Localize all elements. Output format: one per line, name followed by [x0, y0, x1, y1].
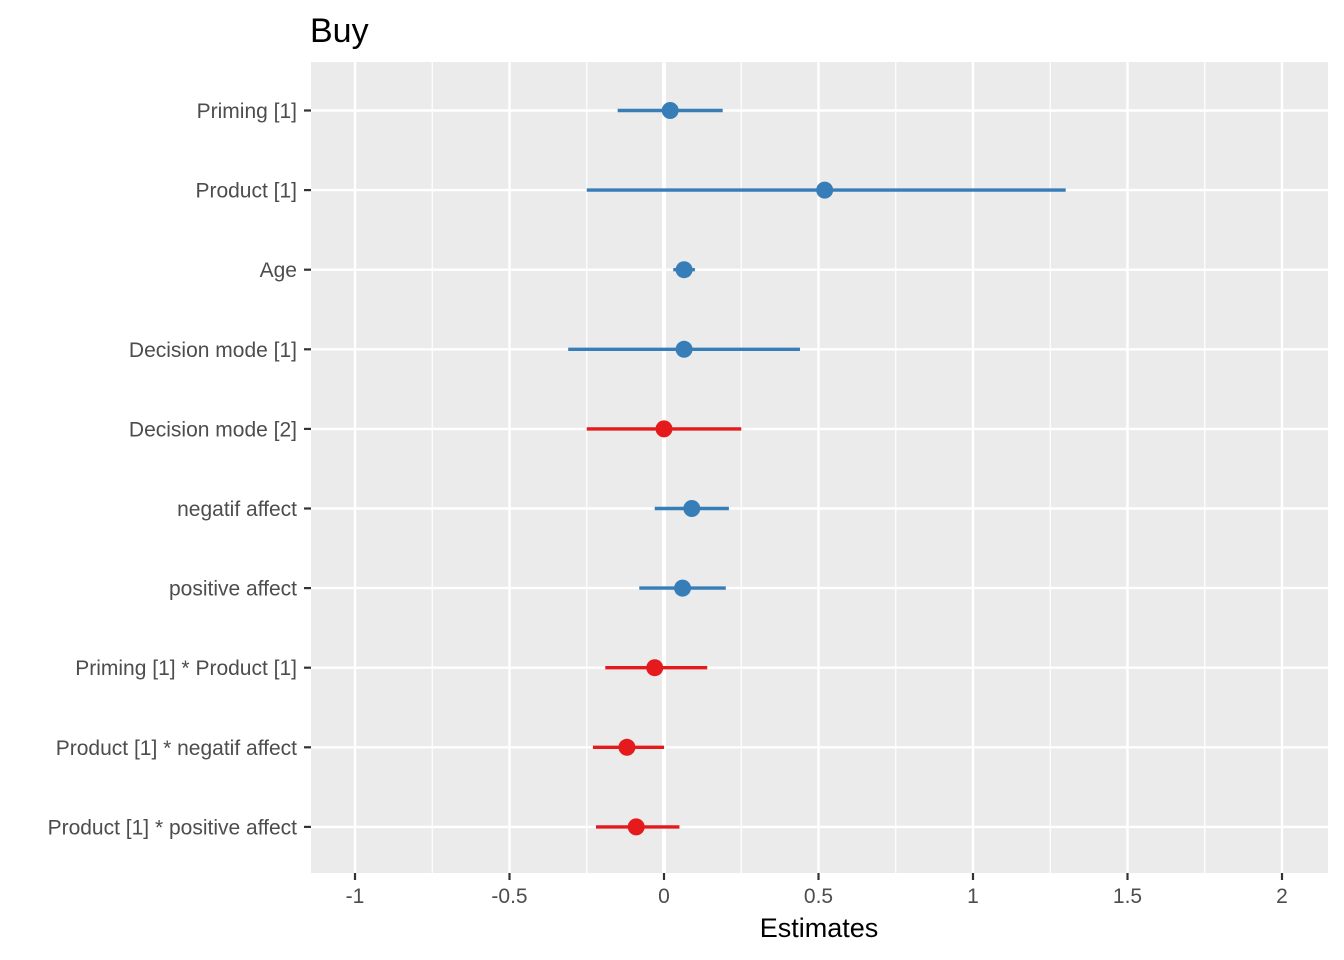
y-tick-label: Product [1] * negatif affect: [56, 737, 297, 760]
y-tick-label: Decision mode [1]: [129, 339, 297, 362]
marks-layer: [568, 102, 1066, 836]
estimate-point: [618, 738, 636, 756]
x-tick-label: -1: [346, 885, 365, 908]
y-tick-label: Age: [260, 259, 297, 282]
estimate-point: [675, 340, 693, 358]
y-tick-label: Decision mode [2]: [129, 418, 297, 441]
estimate-point: [655, 420, 673, 438]
chart-title: Buy: [310, 12, 369, 50]
estimate-point: [661, 102, 679, 119]
estimate-point: [683, 500, 701, 517]
estimate-point: [675, 261, 693, 279]
y-tick-label: Priming [1] * Product [1]: [75, 657, 297, 680]
estimate-point: [646, 659, 664, 677]
x-tick-label: 1: [967, 885, 979, 908]
y-tick-label: Product [1] * positive affect: [48, 816, 298, 839]
estimate-point: [816, 181, 834, 199]
x-axis-label: Estimates: [760, 913, 879, 943]
x-tick-label: 1.5: [1113, 885, 1142, 908]
y-tick-label: positive affect: [169, 578, 297, 601]
y-tick-label: negatif affect: [177, 498, 297, 521]
x-tick-label: 0.5: [804, 885, 833, 908]
axis-layer: Priming [1] Product [1] Age Decision mode […: [48, 100, 1288, 908]
y-tick-label: Priming [1]: [197, 100, 297, 123]
x-tick-label: -0.5: [491, 885, 527, 908]
y-tick-label: Product [1]: [195, 180, 297, 203]
estimate-point: [674, 579, 692, 597]
x-tick-label: 0: [658, 885, 670, 908]
x-tick-label: 2: [1276, 885, 1288, 908]
estimate-point: [627, 818, 645, 836]
